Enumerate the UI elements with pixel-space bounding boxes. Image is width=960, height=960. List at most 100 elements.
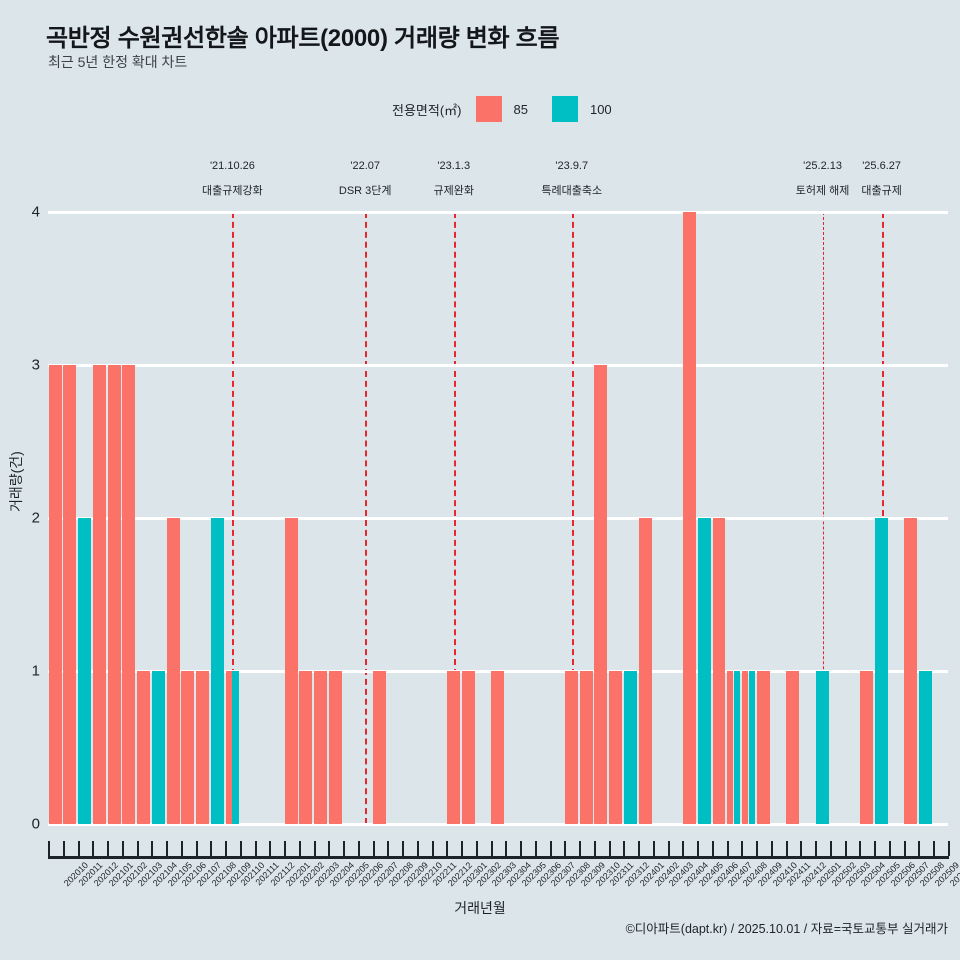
- bar-85: [137, 671, 151, 824]
- x-tick: [136, 841, 139, 856]
- bar-100: [624, 671, 637, 824]
- gridline: [48, 210, 948, 214]
- x-tick: [239, 841, 242, 856]
- page-title: 곡반정 수원권선한솔 아파트(2000) 거래량 변화 흐름: [46, 25, 560, 52]
- bar-85: [446, 671, 460, 824]
- x-tick: [77, 841, 80, 856]
- bar-85: [122, 365, 136, 824]
- gridline: [48, 516, 948, 520]
- x-tick: [328, 841, 331, 856]
- bar-100: [697, 518, 711, 824]
- bar-85: [742, 671, 749, 824]
- x-tick: [829, 841, 832, 856]
- event-desc-label: DSR 3단계: [338, 185, 392, 197]
- bar-85: [328, 671, 342, 824]
- x-tick: [180, 841, 183, 856]
- x-tick: [107, 841, 110, 856]
- bar-85: [712, 518, 726, 824]
- x-tick: [652, 841, 655, 856]
- x-tick: [284, 841, 287, 856]
- x-tick: [254, 841, 257, 856]
- bar-100: [815, 671, 829, 824]
- x-tick: [48, 841, 50, 856]
- x-tick: [948, 841, 950, 856]
- bar-85: [461, 671, 475, 824]
- event-desc-label: 토허제 해제: [795, 185, 850, 197]
- x-tick: [195, 841, 198, 856]
- bar-100: [919, 671, 933, 824]
- bar-85: [683, 212, 696, 824]
- bar-85: [92, 365, 106, 824]
- bar-85: [579, 671, 593, 824]
- x-tick: [490, 841, 493, 856]
- event-desc-label: 대출규제: [861, 185, 902, 197]
- y-tick-label: 3: [31, 356, 40, 374]
- x-tick: [888, 841, 891, 856]
- bar-85: [166, 518, 180, 824]
- x-tick: [564, 841, 567, 856]
- bar-85: [860, 671, 874, 824]
- x-tick: [593, 841, 596, 856]
- bar-85: [299, 671, 313, 824]
- x-tick: [372, 841, 375, 856]
- bar-85: [638, 518, 652, 824]
- bar-85: [181, 671, 195, 824]
- page-subtitle: 최근 5년 한정 확대 차트: [48, 54, 188, 70]
- legend-swatch-100: [551, 96, 578, 122]
- bar-85: [225, 671, 232, 824]
- bar-100: [874, 518, 888, 824]
- x-tick: [667, 841, 670, 856]
- x-tick: [461, 841, 464, 856]
- event-date-label: '22.07: [350, 160, 381, 172]
- x-tick: [638, 841, 641, 856]
- y-tick-label: 4: [31, 203, 40, 221]
- bar-85: [564, 671, 578, 824]
- bar-85: [63, 365, 77, 824]
- event-date-label: '21.10.26: [209, 160, 255, 172]
- x-tick: [726, 841, 729, 856]
- bar-85: [786, 671, 800, 824]
- x-tick: [151, 841, 154, 856]
- bar-100: [78, 518, 92, 824]
- x-tick: [121, 841, 124, 856]
- y-tick-label: 2: [31, 509, 40, 527]
- bar-85: [727, 671, 734, 824]
- x-tick: [313, 841, 316, 856]
- x-tick: [357, 841, 360, 856]
- bar-85: [756, 671, 770, 824]
- x-tick: [549, 841, 552, 856]
- bar-100: [210, 518, 224, 824]
- bar-85: [284, 518, 298, 824]
- bar-85: [609, 671, 623, 824]
- legend-label-100: 100: [589, 101, 612, 117]
- x-tick: [210, 841, 213, 856]
- y-axis-title: 거래량(건): [8, 451, 24, 512]
- x-tick: [933, 841, 936, 856]
- x-tick: [534, 841, 537, 856]
- x-tick: [756, 841, 759, 856]
- legend-swatch-85: [475, 96, 502, 122]
- gridline: [48, 822, 948, 826]
- event-desc-label: 규제완화: [433, 185, 474, 197]
- gridline: [48, 363, 948, 367]
- footer-credit: ©디아파트(dapt.kr) / 2025.10.01 / 자료=국토교통부 실…: [625, 922, 948, 936]
- x-tick: [918, 841, 921, 856]
- x-tick: [770, 841, 773, 856]
- x-axis-line: [48, 856, 949, 859]
- x-tick: [623, 841, 626, 856]
- bar-100: [151, 671, 165, 824]
- event-date-label: '25.2.13: [803, 160, 842, 172]
- x-tick: [416, 841, 419, 856]
- x-tick: [741, 841, 744, 856]
- x-tick: [269, 841, 272, 856]
- bar-85: [48, 365, 62, 824]
- x-tick: [166, 841, 169, 856]
- x-tick: [711, 841, 714, 856]
- bar-100: [748, 671, 755, 824]
- event-date-label: '23.9.7: [555, 160, 589, 172]
- bar-100: [734, 671, 741, 824]
- x-tick: [903, 841, 906, 856]
- legend-title: 전용면적(㎡): [392, 102, 462, 118]
- x-tick: [815, 841, 818, 856]
- x-tick: [859, 841, 862, 856]
